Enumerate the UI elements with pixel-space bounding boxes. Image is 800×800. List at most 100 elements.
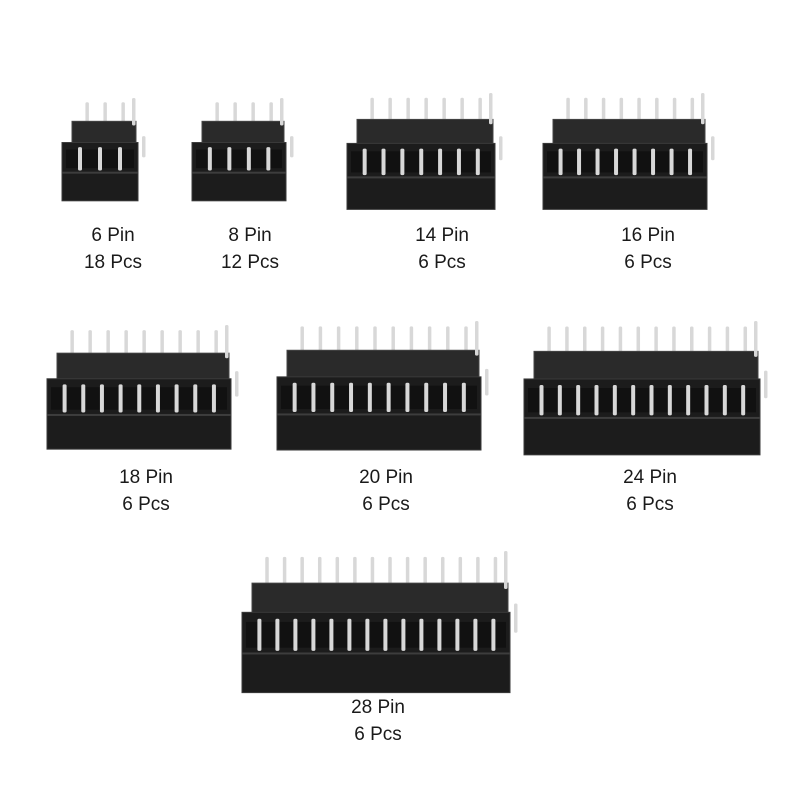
- pin: [292, 382, 297, 412]
- label-28-pin: 28 Pin 6 Pcs: [298, 694, 458, 748]
- pin: [614, 148, 619, 176]
- pin: [300, 556, 304, 589]
- pin: [686, 385, 691, 416]
- label-6-pin: 6 Pin 18 Pcs: [33, 222, 193, 276]
- pin: [70, 330, 74, 359]
- pin: [118, 384, 123, 413]
- pin: [456, 148, 461, 176]
- pin: [124, 330, 128, 359]
- pin: [391, 326, 395, 356]
- ic-socket-18-pin: [46, 325, 239, 450]
- pin: [349, 382, 354, 412]
- quantity: 12 Pcs: [220, 252, 280, 273]
- pin: [251, 102, 255, 126]
- pin: [667, 385, 672, 416]
- pin: [443, 382, 448, 412]
- ic-socket-20-pin: [276, 321, 489, 451]
- pin-count: 14 Pin: [415, 225, 469, 246]
- pin: [401, 618, 406, 651]
- pin: [557, 385, 562, 416]
- ic-socket-24-pin: [523, 321, 768, 456]
- pin: [347, 618, 352, 651]
- pin: [427, 326, 432, 356]
- socket-edge: [47, 413, 231, 416]
- pin: [475, 321, 479, 356]
- socket-edge: [347, 176, 495, 179]
- pin: [318, 326, 323, 356]
- pin: [491, 618, 496, 651]
- pin: [725, 326, 730, 357]
- quantity: 6 Pcs: [362, 494, 410, 515]
- pin: [142, 136, 146, 158]
- pin: [442, 97, 446, 125]
- pin: [690, 97, 695, 125]
- pin: [370, 97, 374, 125]
- pin: [438, 148, 443, 176]
- quantity: 6 Pcs: [624, 252, 672, 273]
- pin: [707, 326, 712, 357]
- pin: [651, 148, 656, 176]
- quantity: 6 Pcs: [418, 252, 466, 273]
- pin: [489, 93, 493, 125]
- pin: [155, 384, 160, 413]
- pin: [355, 326, 359, 356]
- pin: [178, 330, 182, 359]
- pin: [405, 556, 410, 589]
- pin: [300, 326, 304, 356]
- pin: [293, 618, 298, 651]
- pin: [594, 385, 599, 416]
- pin: [257, 618, 262, 651]
- pin: [701, 93, 705, 125]
- pin-count: 16 Pin: [621, 225, 675, 246]
- pin: [106, 330, 110, 359]
- pin: [329, 618, 334, 651]
- ic-socket-28-pin: [241, 551, 518, 694]
- pin: [455, 618, 460, 651]
- pin: [137, 384, 142, 413]
- pin: [504, 551, 508, 589]
- ic-socket-6-pin: [61, 98, 146, 202]
- pin: [440, 556, 445, 589]
- pin: [265, 556, 269, 589]
- pin: [464, 326, 468, 356]
- pin: [649, 385, 654, 416]
- pin: [121, 102, 125, 126]
- pin: [196, 330, 200, 359]
- pin: [388, 97, 392, 125]
- pin: [214, 330, 218, 359]
- pin: [386, 382, 391, 412]
- pin: [335, 556, 340, 589]
- pin: [405, 382, 410, 412]
- pin: [160, 330, 164, 359]
- pin: [409, 326, 414, 356]
- pin: [423, 556, 427, 589]
- pin: [62, 384, 67, 413]
- pin: [672, 97, 677, 125]
- pin: [576, 385, 581, 416]
- pin: [722, 385, 727, 416]
- socket-edge: [524, 416, 760, 419]
- pin-count: 28 Pin: [351, 697, 405, 718]
- pin: [688, 148, 693, 176]
- pin: [269, 102, 273, 126]
- pin: [601, 97, 606, 125]
- pin: [311, 382, 316, 412]
- label-20-pin: 20 Pin 6 Pcs: [306, 464, 466, 518]
- pin: [406, 97, 410, 125]
- pin-count: 24 Pin: [623, 467, 677, 488]
- socket-cavity: [196, 149, 282, 169]
- pin: [266, 147, 271, 171]
- pin: [98, 147, 102, 171]
- pin: [211, 384, 216, 413]
- pin: [637, 97, 641, 125]
- pin: [446, 326, 450, 356]
- pin: [475, 148, 480, 176]
- pin: [690, 326, 694, 357]
- pin: [85, 102, 89, 126]
- socket-cavity: [547, 151, 703, 173]
- pin: [565, 326, 569, 357]
- label-8-pin: 8 Pin 12 Pcs: [170, 222, 330, 276]
- pin: [290, 136, 294, 158]
- pin: [367, 382, 372, 412]
- pin: [514, 603, 518, 633]
